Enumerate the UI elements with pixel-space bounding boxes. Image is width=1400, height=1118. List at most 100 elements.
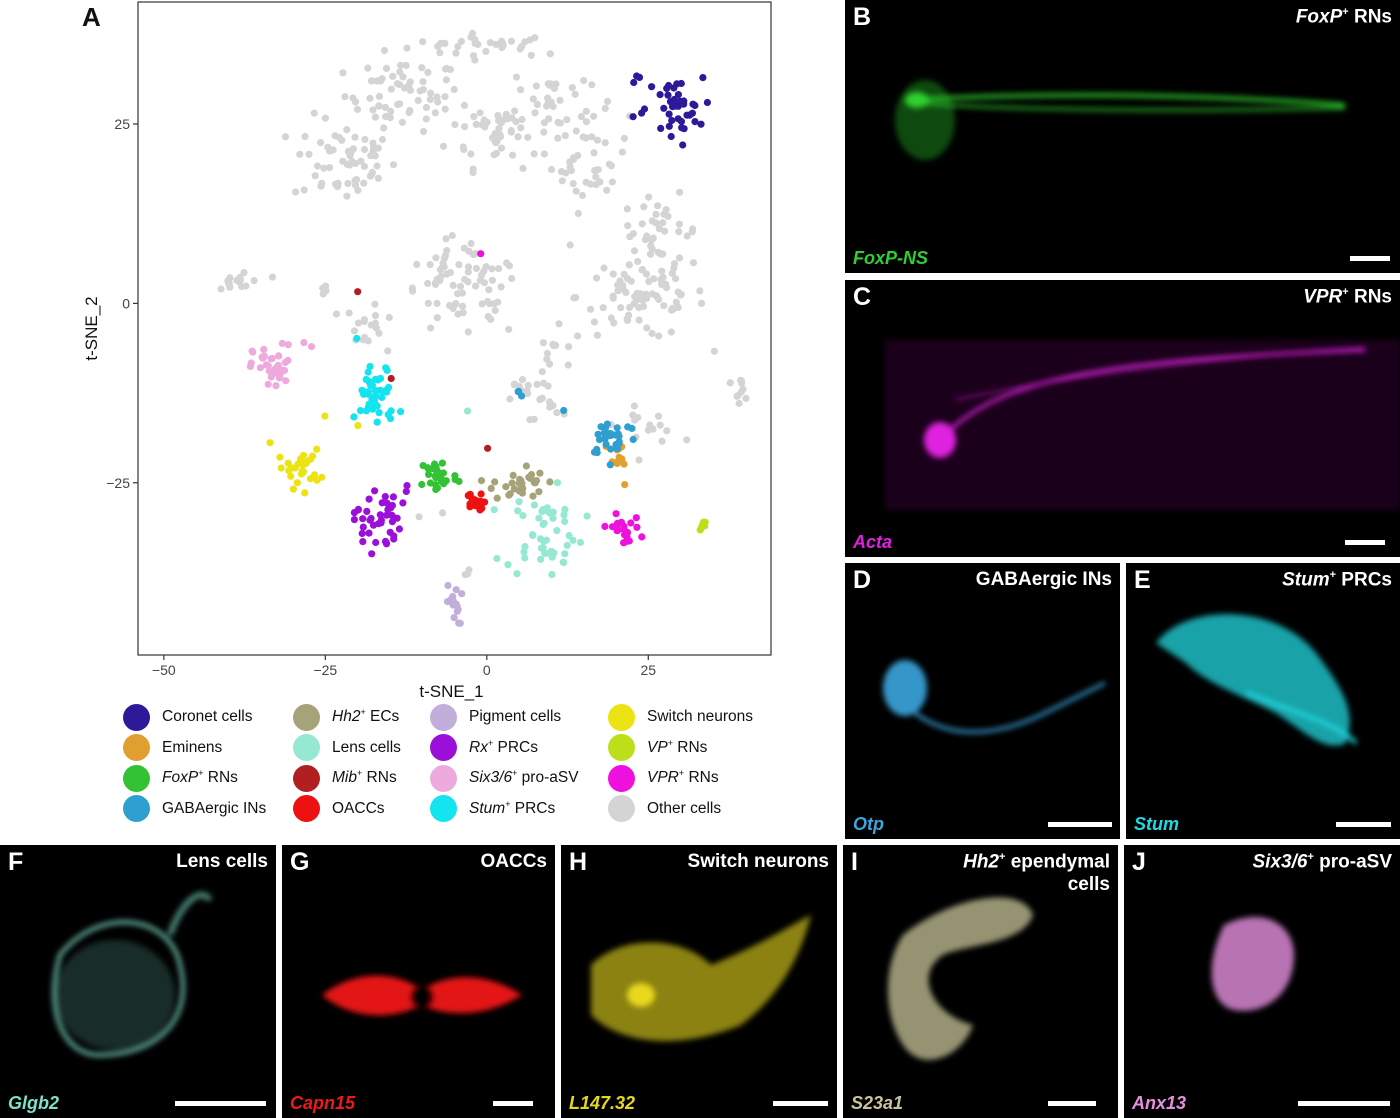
- point-other: [305, 150, 313, 158]
- point-hh2: [509, 471, 517, 479]
- point-other: [735, 399, 743, 407]
- point-lens: [560, 511, 568, 519]
- micrograph-panel-d: D GABAergic INs Otp: [845, 563, 1120, 839]
- point-other: [608, 178, 617, 186]
- point-switch: [302, 459, 310, 467]
- point-gaba: [613, 424, 621, 432]
- point-other: [292, 188, 300, 196]
- point-other: [689, 259, 698, 267]
- point-gaba: [606, 461, 614, 469]
- stain-label: Anx13: [1132, 1093, 1187, 1113]
- point-other: [654, 412, 663, 420]
- point-other: [616, 277, 624, 285]
- y-axis-title: t-SNE_2: [82, 296, 101, 360]
- legend-item-rx: Rx+ PRCs: [430, 734, 538, 761]
- point-other: [570, 294, 578, 302]
- point-other: [640, 203, 648, 211]
- panel-letter: J: [1132, 848, 1146, 876]
- point-other: [354, 319, 362, 327]
- point-other: [441, 93, 449, 101]
- point-rx: [359, 538, 367, 546]
- point-rx: [358, 529, 366, 538]
- point-other: [415, 513, 423, 521]
- point-other: [364, 64, 372, 72]
- point-other: [398, 118, 406, 126]
- point-other: [397, 61, 405, 69]
- point-other: [361, 135, 369, 144]
- point-other: [539, 339, 548, 347]
- point-rx: [399, 499, 407, 507]
- point-six: [300, 339, 308, 347]
- point-other: [240, 269, 248, 277]
- point-other: [568, 84, 576, 92]
- point-other: [516, 45, 524, 53]
- point-gaba: [560, 406, 568, 415]
- point-other: [386, 114, 394, 122]
- point-other: [451, 120, 459, 129]
- point-other: [558, 177, 566, 185]
- point-other: [587, 180, 595, 188]
- point-other: [554, 134, 562, 142]
- point-other: [422, 115, 430, 123]
- point-lens: [490, 506, 498, 514]
- panel-letter: I: [851, 848, 858, 876]
- point-other: [676, 188, 684, 196]
- point-lens: [493, 554, 501, 563]
- point-lens: [569, 536, 577, 544]
- stain-label: FoxP-NS: [853, 248, 929, 268]
- point-coronet: [686, 111, 694, 119]
- point-other: [527, 51, 535, 59]
- point-other: [492, 40, 500, 49]
- legend-swatch: [123, 795, 150, 822]
- point-other: [563, 116, 571, 124]
- point-lens: [535, 514, 543, 522]
- point-other: [495, 265, 503, 273]
- point-other: [557, 168, 566, 176]
- point-other: [524, 133, 532, 141]
- micrograph-panel-e: E Stum+ PRCs Stum: [1126, 563, 1400, 839]
- legend-item-switch: Switch neurons: [608, 703, 753, 731]
- point-other: [543, 355, 551, 363]
- micrograph-panel-h: H Switch neurons L147.32: [561, 845, 837, 1118]
- point-other: [470, 113, 478, 121]
- point-other: [661, 227, 669, 235]
- point-other: [442, 76, 450, 84]
- scale-bar: [1336, 822, 1391, 827]
- point-coronet: [699, 74, 707, 82]
- point-other: [571, 90, 579, 98]
- point-stum: [362, 407, 370, 415]
- point-other: [376, 77, 384, 85]
- point-other: [587, 305, 595, 313]
- point-other: [321, 114, 329, 122]
- point-coronet: [678, 124, 686, 132]
- point-pigment: [458, 590, 466, 598]
- point-oacc: [466, 500, 474, 508]
- legend-label: GABAergic INs: [162, 799, 267, 817]
- point-six: [264, 362, 272, 370]
- point-other: [311, 172, 319, 180]
- point-lens: [549, 508, 557, 516]
- point-other: [486, 300, 494, 308]
- point-other: [455, 261, 463, 269]
- point-rx: [388, 511, 396, 519]
- point-foxp: [438, 478, 446, 486]
- point-rx: [368, 550, 376, 558]
- point-other: [357, 157, 365, 165]
- point-switch: [307, 455, 315, 463]
- point-stum: [358, 386, 366, 394]
- point-other: [456, 282, 465, 290]
- point-other: [437, 272, 445, 281]
- point-other: [406, 78, 414, 86]
- legend-label: Eminens: [162, 738, 223, 756]
- point-other: [332, 310, 341, 318]
- point-other: [683, 232, 691, 240]
- point-other: [238, 282, 246, 291]
- point-other: [372, 324, 380, 332]
- point-other: [434, 98, 442, 106]
- point-hh2: [536, 469, 544, 477]
- point-mib: [387, 374, 395, 383]
- legend-label: Six3/6+ pro-aSV: [469, 768, 579, 787]
- series-vp: [696, 518, 709, 534]
- point-switch: [285, 467, 293, 475]
- point-other: [658, 267, 666, 275]
